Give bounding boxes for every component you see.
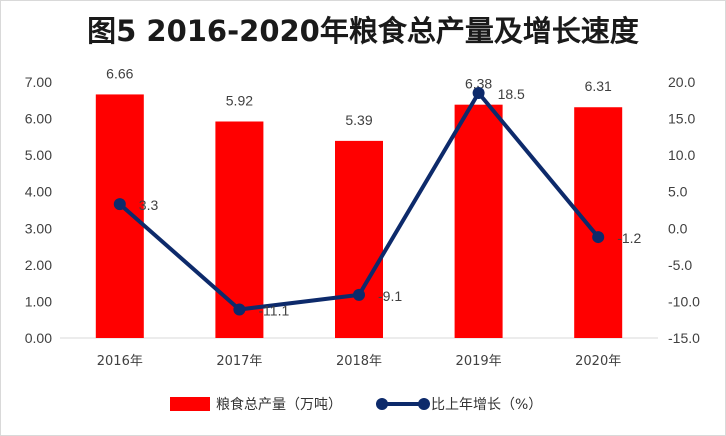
x-tick-label: 2019年 — [456, 354, 502, 369]
y-right-tick-label: -15.0 — [668, 330, 700, 346]
bar-data-label: 5.92 — [226, 92, 253, 108]
growth-data-label: -11.1 — [258, 302, 289, 318]
bar-data-label: 6.66 — [106, 65, 133, 81]
growth-point — [233, 303, 246, 316]
legend-line-marker — [376, 398, 388, 410]
x-tick-label: 2020年 — [575, 354, 621, 369]
bar — [95, 94, 144, 338]
growth-data-label: 18.5 — [498, 86, 525, 102]
y-left-tick-label: 3.00 — [25, 220, 52, 236]
growth-point — [353, 288, 365, 301]
growth-point — [592, 231, 605, 244]
y-left-tick-label: 1.00 — [25, 293, 52, 309]
y-right-tick-label: 20.0 — [668, 74, 695, 90]
y-left-tick-label: 5.00 — [25, 147, 52, 163]
y-left-tick-label: 6.00 — [25, 111, 52, 127]
legend-line-label: 比上年增长（%） — [431, 397, 542, 413]
y-right-tick-label: 5.0 — [668, 184, 688, 200]
y-right-tick-label: 15.0 — [668, 111, 695, 127]
growth-data-label: -9.1 — [378, 288, 402, 304]
y-right-tick-label: -10.0 — [668, 293, 700, 309]
y-right-tick-label: 0.0 — [668, 220, 688, 236]
growth-data-label: 3.3 — [139, 197, 159, 213]
x-tick-label: 2017年 — [216, 354, 262, 369]
bar — [215, 121, 264, 338]
growth-data-label: -1.2 — [617, 230, 641, 246]
growth-point — [113, 198, 126, 211]
bar — [454, 104, 503, 338]
legend-line-marker — [418, 398, 430, 410]
bar — [574, 107, 623, 338]
bar — [335, 140, 383, 338]
y-right-tick-label: -5.0 — [668, 257, 692, 273]
y-left-tick-label: 2.00 — [25, 257, 52, 273]
x-tick-label: 2018年 — [336, 354, 382, 369]
y-left-tick-label: 7.00 — [25, 74, 52, 90]
y-left-tick-label: 4.00 — [25, 184, 52, 200]
y-right-tick-label: 10.0 — [668, 147, 695, 163]
legend-bar-swatch — [170, 397, 210, 411]
growth-point — [472, 86, 485, 99]
bar-data-label: 6.38 — [465, 76, 492, 92]
legend-bar-label: 粮食总产量（万吨） — [216, 396, 342, 413]
chart-title: 图5 2016-2020年粮食总产量及增长速度 — [87, 14, 639, 48]
bar-data-label: 5.39 — [345, 112, 372, 128]
x-tick-label: 2016年 — [97, 354, 143, 369]
y-left-tick-label: 0.00 — [25, 330, 52, 346]
bar-data-label: 6.31 — [585, 78, 612, 94]
